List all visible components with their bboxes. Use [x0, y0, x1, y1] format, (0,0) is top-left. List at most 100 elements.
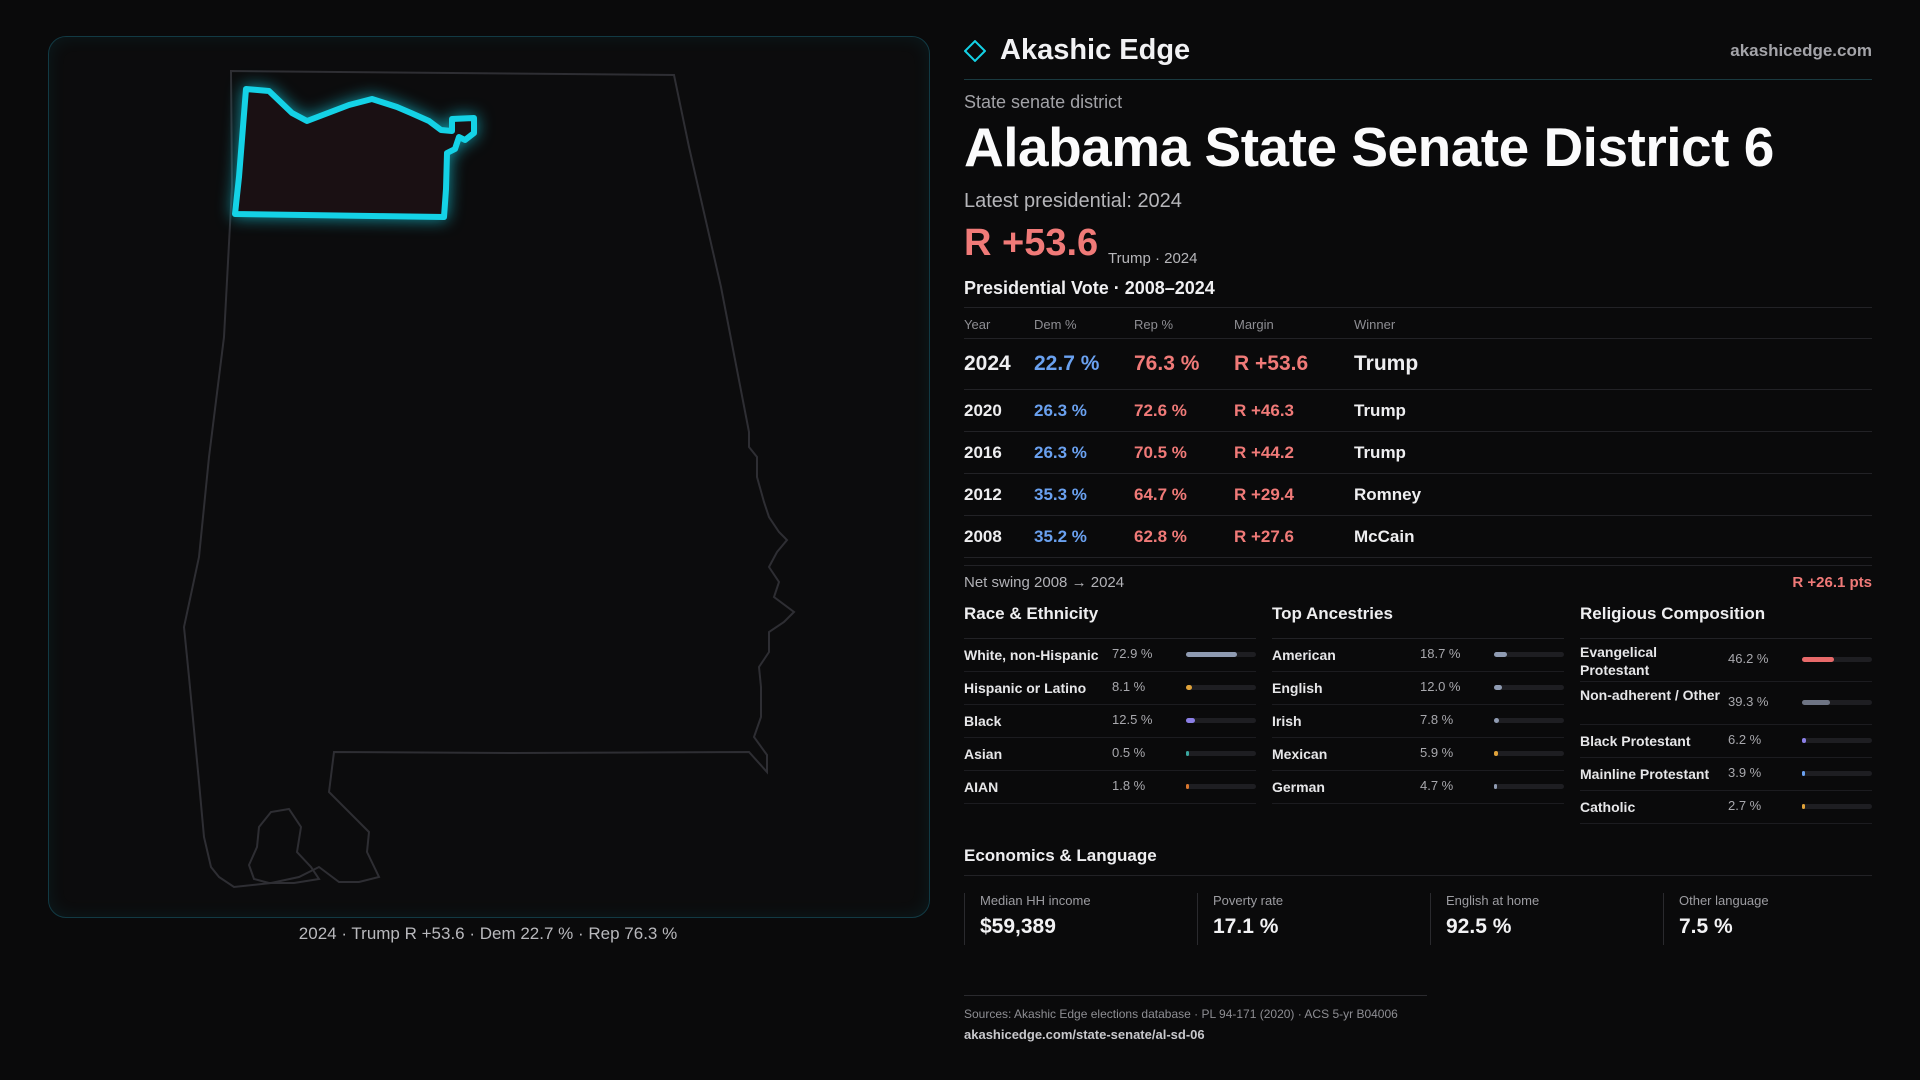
- item-bar-track: [1186, 652, 1256, 657]
- list-item: American 18.7 %: [1272, 639, 1564, 672]
- stat-value: 7.5 %: [1679, 915, 1733, 938]
- item-bar-track: [1494, 784, 1564, 789]
- item-label: White, non-Hispanic: [964, 647, 1099, 663]
- item-bar-track: [1802, 657, 1872, 662]
- item-bar-fill: [1802, 804, 1805, 809]
- table-row[interactable]: 2008 35.2 % 62.8 % R +27.6 McCain: [964, 515, 1872, 557]
- item-value: 12.5 %: [1112, 712, 1153, 727]
- item-label: AIAN: [964, 779, 999, 795]
- cell-margin: R +46.3: [1234, 401, 1295, 420]
- stat-label: Other language: [1679, 893, 1769, 908]
- stat-label: Median HH income: [980, 893, 1091, 908]
- item-bar-track: [1186, 718, 1256, 723]
- item-label: Irish: [1272, 713, 1302, 729]
- brand-header: Akashic Edge akashicedge.com: [964, 32, 1872, 74]
- item-value: 3.9 %: [1728, 765, 1762, 780]
- item-label: Mainline Protestant: [1580, 766, 1710, 782]
- list-item: Asian 0.5 %: [964, 738, 1256, 771]
- item-bar-fill: [1186, 784, 1189, 789]
- stat-label: Poverty rate: [1213, 893, 1284, 908]
- item-bar-track: [1494, 718, 1564, 723]
- cell-dem: 35.3 %: [1034, 485, 1087, 504]
- religion-list: Evangelical Protestant 46.2 % Non-adherent…: [1580, 639, 1872, 824]
- item-bar-fill: [1186, 751, 1189, 756]
- list-item: Hispanic or Latino 8.1 %: [964, 672, 1256, 705]
- header-rep: Rep %: [1134, 317, 1174, 332]
- stat-label: English at home: [1446, 893, 1540, 908]
- cell-winner: Trump: [1354, 401, 1406, 420]
- other-language-stat: Other language 7.5 %: [1663, 893, 1872, 945]
- item-bar-track: [1802, 804, 1872, 809]
- economics-divider: [964, 875, 1872, 876]
- table-header: Year Dem % Rep % Margin Winner: [964, 307, 1872, 338]
- stat-value: 92.5 %: [1446, 915, 1512, 938]
- item-value: 6.2 %: [1728, 732, 1762, 747]
- item-bar-fill: [1494, 751, 1499, 756]
- item-value: 5.9 %: [1420, 745, 1454, 760]
- poverty-rate-stat: Poverty rate 17.1 %: [1197, 893, 1416, 945]
- religion-title: Religious Composition: [1580, 604, 1766, 623]
- district-map[interactable]: [48, 36, 930, 918]
- table-row[interactable]: 2024 22.7 % 76.3 % R +53.6 Trump: [964, 338, 1872, 389]
- cell-year: 2024: [964, 352, 1011, 375]
- cell-winner: McCain: [1354, 527, 1415, 546]
- list-item: Non-adherent / Other 39.3 %: [1580, 682, 1872, 725]
- sources-text: Sources: Akashic Edge elections database…: [964, 1007, 1398, 1021]
- item-bar-fill: [1186, 718, 1195, 723]
- table-row[interactable]: 2016 26.3 % 70.5 % R +44.2 Trump: [964, 431, 1872, 473]
- item-value: 1.8 %: [1112, 778, 1146, 793]
- item-bar-track: [1802, 738, 1872, 743]
- cell-dem: 35.2 %: [1034, 527, 1087, 546]
- cell-dem: 22.7 %: [1034, 352, 1100, 375]
- race-ethnicity-title: Race & Ethnicity: [964, 604, 1099, 623]
- header-dem: Dem %: [1034, 317, 1077, 332]
- page-title: Alabama State Senate District 6: [964, 116, 1774, 178]
- item-bar-fill: [1802, 771, 1805, 776]
- item-bar-track: [1494, 652, 1564, 657]
- item-value: 2.7 %: [1728, 798, 1762, 813]
- item-bar-track: [1802, 771, 1872, 776]
- item-value: 7.8 %: [1420, 712, 1454, 727]
- item-bar-fill: [1494, 685, 1503, 690]
- cell-winner: Trump: [1354, 443, 1406, 462]
- section-divider: [1272, 638, 1564, 639]
- item-label: Black Protestant: [1580, 733, 1691, 749]
- item-value: 39.3 %: [1728, 694, 1769, 709]
- header-margin: Margin: [1234, 317, 1274, 332]
- sources-url[interactable]: akashicedge.com/state-senate/al-sd-06: [964, 1027, 1205, 1042]
- map-svg: [182, 69, 796, 889]
- item-bar-fill: [1186, 685, 1192, 690]
- item-bar-fill: [1494, 784, 1498, 789]
- item-label: Mexican: [1272, 746, 1328, 762]
- item-label: English: [1272, 680, 1323, 696]
- cell-rep: 70.5 %: [1134, 443, 1187, 462]
- table-row[interactable]: 2020 26.3 % 72.6 % R +46.3 Trump: [964, 389, 1872, 431]
- cell-margin: R +27.6: [1234, 527, 1295, 546]
- item-label: Catholic: [1580, 799, 1636, 815]
- list-item: Mainline Protestant 3.9 %: [1580, 758, 1872, 791]
- item-value: 12.0 %: [1420, 679, 1461, 694]
- item-value: 8.1 %: [1112, 679, 1146, 694]
- bay-outline: [247, 807, 321, 884]
- district-highlight[interactable]: [232, 86, 477, 220]
- item-label: German: [1272, 779, 1325, 795]
- list-item: Catholic 2.7 %: [1580, 791, 1872, 824]
- item-bar-track: [1186, 784, 1256, 789]
- latest-presidential-label: Latest presidential: 2024: [964, 190, 1182, 212]
- list-item: Mexican 5.9 %: [1272, 738, 1564, 771]
- diamond-logo-icon: [964, 40, 986, 62]
- vote-table-title: Presidential Vote · 2008–2024: [964, 278, 1215, 298]
- table-row[interactable]: 2012 35.3 % 64.7 % R +29.4 Romney: [964, 473, 1872, 515]
- presidential-vote-table: Year Dem % Rep % Margin Winner 2024 22.7…: [964, 307, 1872, 558]
- item-bar-track: [1186, 751, 1256, 756]
- brand-url[interactable]: akashicedge.com: [1730, 41, 1872, 60]
- item-label: Evangelical Protestant: [1580, 644, 1658, 678]
- item-bar-fill: [1802, 657, 1835, 662]
- header-divider: [964, 79, 1872, 80]
- swing-divider: [964, 565, 1872, 566]
- list-item: English 12.0 %: [1272, 672, 1564, 705]
- cell-year: 2008: [964, 527, 1002, 546]
- religion-section: Religious Composition Evangelical Protes…: [1580, 604, 1872, 824]
- headline-margin-sub: Trump · 2024: [1108, 250, 1198, 267]
- cell-winner: Romney: [1354, 485, 1422, 504]
